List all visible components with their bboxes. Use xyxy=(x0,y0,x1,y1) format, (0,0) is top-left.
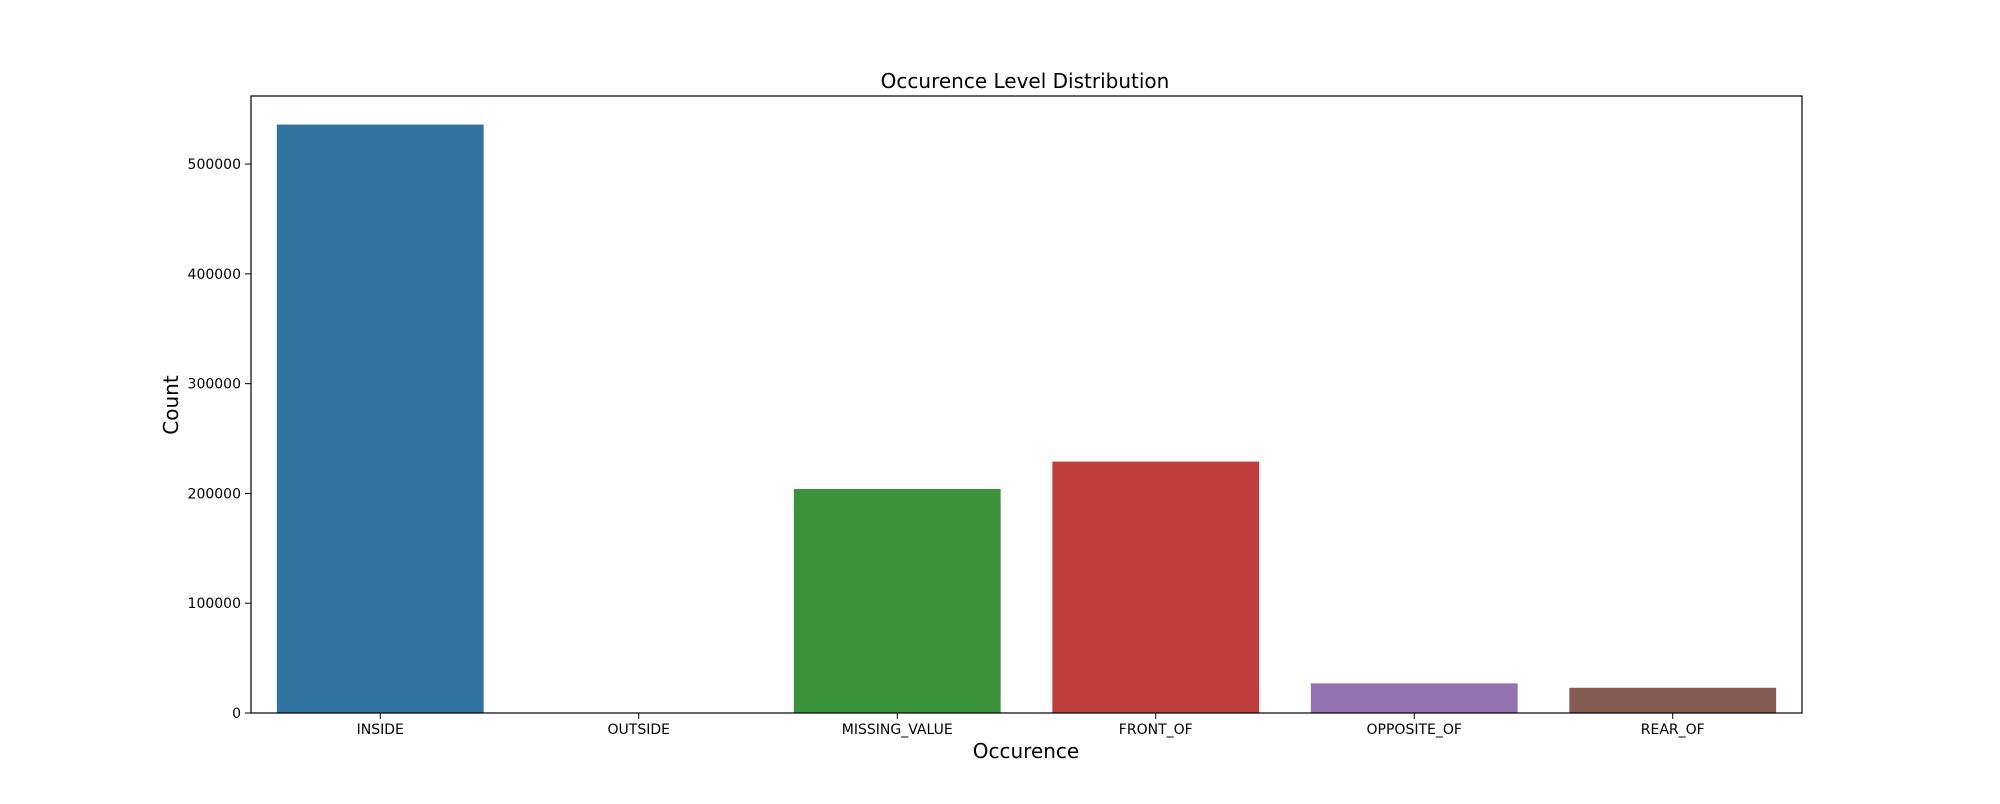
bar-front-of xyxy=(1052,461,1260,713)
y-axis: 0 100000 200000 300000 400000 500000 xyxy=(188,157,251,722)
bar-missing-value xyxy=(793,489,1001,713)
x-tick-label: FRONT_OF xyxy=(1119,722,1193,738)
bars-layer xyxy=(276,124,1777,713)
bar-inside xyxy=(276,124,484,713)
plot-frame xyxy=(250,95,1803,714)
x-axis-label: Occurence xyxy=(973,739,1079,763)
y-tick-label: 200000 xyxy=(188,486,241,502)
y-tick-label: 300000 xyxy=(188,377,241,393)
x-tick-label: INSIDE xyxy=(357,722,404,738)
x-tick-label: OUTSIDE xyxy=(608,722,670,738)
y-tick-label: 0 xyxy=(232,706,241,722)
y-axis-label: Count xyxy=(159,375,183,435)
x-tick-label: REAR_OF xyxy=(1641,722,1705,738)
x-axis: INSIDE OUTSIDE MISSING_VALUE FRONT_OF OPPOSI… xyxy=(357,713,1705,738)
chart-title: Occurence Level Distribution xyxy=(881,69,1170,93)
bar-rear-of xyxy=(1569,687,1777,713)
y-tick-label: 100000 xyxy=(188,596,241,612)
x-tick-label: MISSING_VALUE xyxy=(842,722,953,738)
x-tick-label: OPPOSITE_OF xyxy=(1367,722,1462,738)
y-tick-label: 500000 xyxy=(188,157,241,173)
y-tick-label: 400000 xyxy=(188,267,241,283)
bar-opposite-of xyxy=(1310,683,1518,713)
